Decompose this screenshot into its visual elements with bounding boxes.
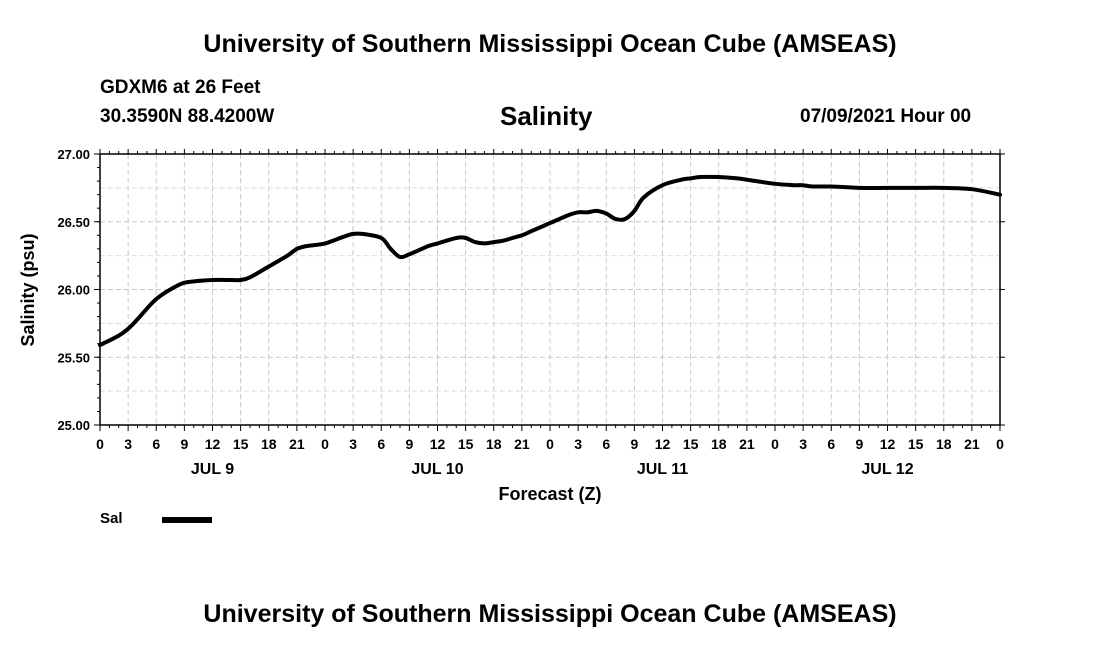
grid — [100, 154, 1000, 425]
x-tick-label: 12 — [880, 436, 896, 452]
series-line-sal — [98, 174, 1002, 348]
x-tick-label: 3 — [124, 436, 132, 452]
x-tick-label: 3 — [574, 436, 582, 452]
forecast-datetime: 07/09/2021 Hour 00 — [800, 106, 972, 127]
axes: 0 3 6 9 12 15 18 21 0 3 6 9 12 15 18 21 0 3 6 9 12 15 18 21 0 3 6 9… — [57, 147, 1005, 478]
x-tick-label: 15 — [908, 436, 924, 452]
x-tick-label: 21 — [289, 436, 305, 452]
x-tick-label: 6 — [377, 436, 385, 452]
x-tick-label: 12 — [205, 436, 221, 452]
x-tick-label: 12 — [430, 436, 446, 452]
footer-title: University of Southern Mississippi Ocean… — [203, 600, 897, 628]
y-tick-label: 26.50 — [57, 215, 90, 230]
parameter-title: Salinity — [500, 101, 593, 131]
y-tick-label: 27.00 — [57, 147, 90, 162]
x-tick-label: 21 — [739, 436, 755, 452]
x-tick-label: 12 — [655, 436, 671, 452]
x-tick-label: 9 — [405, 436, 413, 452]
x-tick-label: 0 — [321, 436, 329, 452]
x-tick-label: 3 — [799, 436, 807, 452]
x-day-label: JUL 12 — [861, 461, 913, 478]
x-tick-label: 15 — [683, 436, 699, 452]
y-tick-label: 25.00 — [57, 418, 90, 433]
x-tick-label: 3 — [349, 436, 357, 452]
series-layer — [98, 174, 1002, 348]
x-tick-label: 9 — [630, 436, 638, 452]
x-day-label: JUL 11 — [637, 461, 688, 478]
chart-title: University of Southern Mississippi Ocean… — [203, 30, 897, 58]
station-coordinates: 30.3590N 88.4200W — [100, 106, 275, 127]
y-tick-label: 26.00 — [57, 283, 90, 298]
x-tick-label: 21 — [514, 436, 530, 452]
x-tick-label: 15 — [233, 436, 249, 452]
y-tick-label: 25.50 — [57, 350, 90, 365]
x-day-label: JUL 10 — [411, 461, 463, 478]
x-tick-label: 15 — [458, 436, 474, 452]
legend-label: Sal — [100, 510, 123, 527]
station-name: GDXM6 at 26 Feet — [100, 77, 261, 98]
x-tick-label: 6 — [827, 436, 835, 452]
x-tick-label: 0 — [546, 436, 554, 452]
x-tick-label: 9 — [180, 436, 188, 452]
x-tick-label: 9 — [855, 436, 863, 452]
x-tick-label: 6 — [602, 436, 610, 452]
x-axis-label: Forecast (Z) — [498, 484, 601, 504]
x-day-label: JUL 9 — [191, 461, 234, 478]
x-tick-label: 18 — [261, 436, 277, 452]
x-tick-label: 0 — [771, 436, 779, 452]
x-tick-label: 18 — [486, 436, 502, 452]
x-tick-label: 18 — [711, 436, 727, 452]
x-tick-label: 6 — [152, 436, 160, 452]
x-tick-label: 18 — [936, 436, 952, 452]
x-tick-label: 0 — [996, 436, 1004, 452]
x-tick-label: 0 — [96, 436, 104, 452]
y-axis-label: Salinity (psu) — [18, 233, 38, 346]
x-tick-label: 21 — [964, 436, 980, 452]
legend-line-swatch — [162, 517, 212, 523]
